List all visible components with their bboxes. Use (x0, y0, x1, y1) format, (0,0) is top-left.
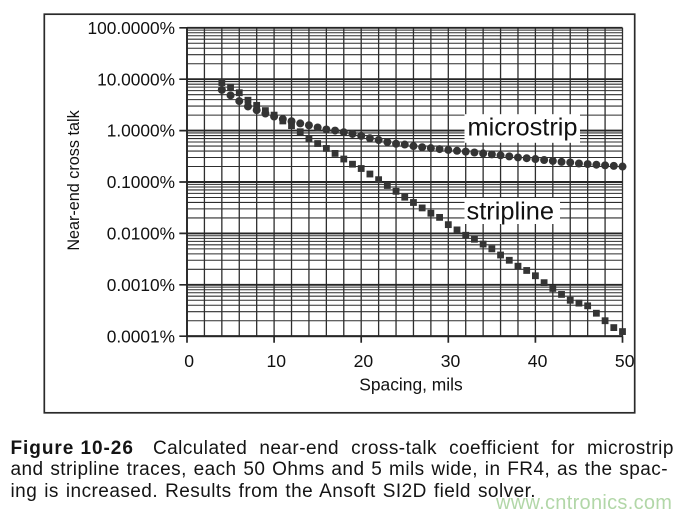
svg-text:100.0000%: 100.0000% (88, 18, 175, 38)
svg-text:20: 20 (354, 351, 374, 371)
svg-text:0.0001%: 0.0001% (107, 326, 175, 346)
svg-text:stripline: stripline (467, 197, 555, 225)
svg-text:0: 0 (184, 351, 194, 371)
svg-text:30: 30 (441, 351, 461, 371)
svg-text:Near-end cross talk: Near-end cross talk (65, 109, 83, 250)
svg-text:40: 40 (528, 351, 548, 371)
svg-text:50: 50 (615, 351, 635, 371)
svg-text:0.0010%: 0.0010% (107, 275, 175, 295)
svg-text:0.1000%: 0.1000% (107, 172, 175, 192)
svg-text:1.0000%: 1.0000% (107, 121, 175, 141)
svg-text:0.0100%: 0.0100% (107, 224, 175, 244)
svg-text:microstrip: microstrip (468, 114, 578, 142)
svg-text:10: 10 (267, 351, 287, 371)
svg-text:10.0000%: 10.0000% (97, 69, 175, 89)
svg-text:Spacing, mils: Spacing, mils (359, 375, 463, 395)
